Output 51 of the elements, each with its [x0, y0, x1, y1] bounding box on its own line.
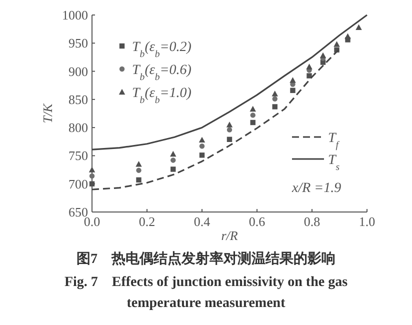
point: [136, 168, 142, 173]
point: [88, 166, 96, 172]
y-axis-title: T/K: [40, 102, 55, 124]
point: [320, 52, 326, 58]
point: [290, 88, 296, 94]
point: [306, 64, 312, 70]
point: [250, 106, 256, 112]
x-tick-label: 0.4: [194, 214, 211, 229]
legend-label: T$_{b}$(ε$_{b}$=0.2): [132, 40, 192, 60]
x-tick-label: 0.8: [304, 214, 320, 229]
point: [226, 136, 232, 142]
y-tick-label: 750: [68, 148, 88, 164]
point: [272, 90, 278, 96]
y-tick-label: 900: [68, 64, 88, 79]
point: [89, 181, 95, 186]
y-tick-label: 1000: [62, 8, 88, 22]
legend-label: T$_{f}$: [328, 131, 340, 150]
point: [334, 41, 340, 47]
y-tick-label: 950: [68, 36, 88, 51]
point: [272, 96, 278, 102]
point: [170, 158, 176, 163]
point: [198, 136, 206, 143]
point: [89, 173, 95, 179]
legend-label: T$_{b}$(ε$_{b}$=1.0): [132, 86, 192, 106]
point: [226, 127, 232, 132]
point: [250, 112, 256, 118]
legend-label: T$_{b}$(ε$_{b}$=0.6): [132, 63, 192, 82]
point: [290, 77, 296, 83]
point: [170, 150, 176, 157]
point: [170, 166, 176, 172]
text: 图7 热电偶结点发射率对测温结果的影响: [76, 250, 336, 267]
y-tick-label: 800: [68, 120, 88, 136]
x-axis-title: r/R: [221, 228, 238, 243]
y-tick-label: 700: [68, 176, 88, 192]
x-tick-label: 1.0: [358, 214, 376, 229]
text: Fig. 7 Effects of junction emissivity on the gas temperature measurement: [64, 275, 348, 311]
point: [199, 152, 205, 158]
point: [250, 120, 256, 126]
point: [136, 177, 142, 183]
y-tick-label: 850: [68, 92, 88, 107]
annotation: x/R =1.9: [292, 181, 342, 196]
point: [226, 122, 233, 128]
point: [356, 24, 362, 30]
point: [306, 73, 312, 78]
point: [272, 104, 278, 110]
point: [344, 33, 351, 39]
point: [199, 144, 205, 149]
x-tick-label: 0.6: [248, 214, 266, 229]
x-tick-label: 0.2: [138, 214, 156, 229]
legend-label: T$_{s}$: [328, 153, 340, 172]
point: [136, 161, 142, 167]
